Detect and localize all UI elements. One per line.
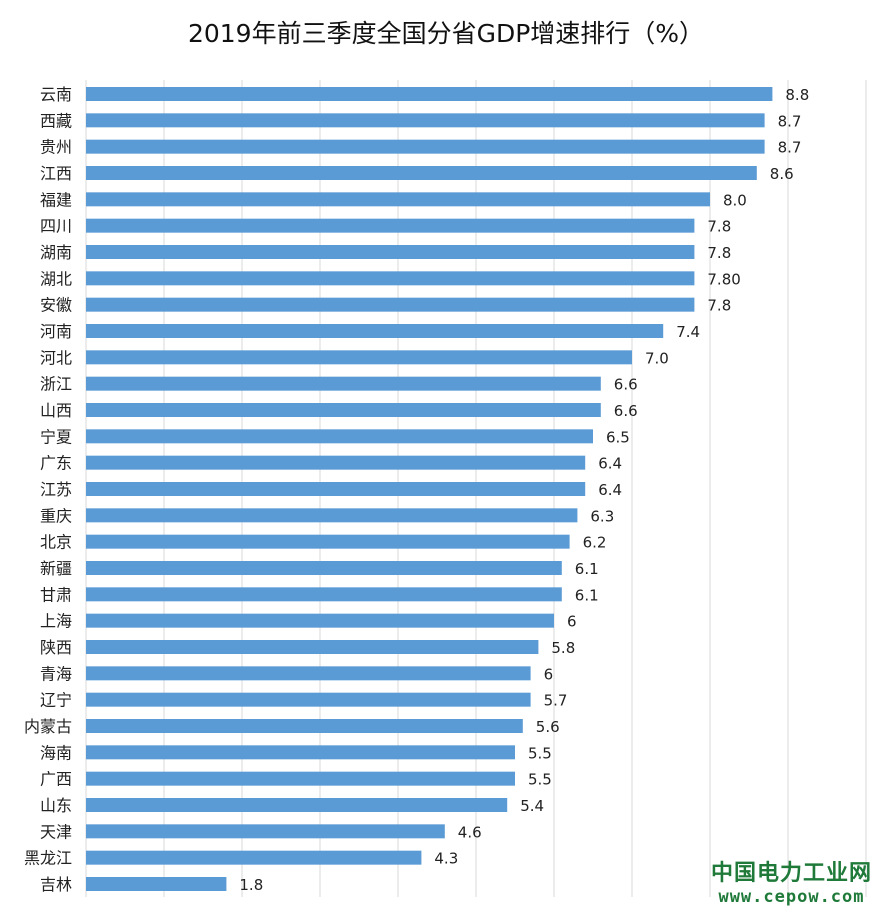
category-label: 湖南 <box>40 243 72 262</box>
bar <box>86 350 632 365</box>
data-label: 7.8 <box>707 218 731 236</box>
category-label: 云南 <box>40 85 72 104</box>
bar <box>86 850 422 865</box>
data-label: 6.6 <box>614 376 638 394</box>
data-label: 5.5 <box>528 771 552 789</box>
category-label: 湖北 <box>40 269 72 288</box>
category-label: 安徽 <box>40 296 72 315</box>
data-label: 8.7 <box>778 112 802 130</box>
category-label: 河南 <box>40 322 72 341</box>
bar <box>86 429 593 444</box>
data-label: 8.7 <box>778 139 802 157</box>
category-label: 北京 <box>40 533 72 552</box>
bar <box>86 719 523 733</box>
category-label: 西藏 <box>40 111 72 130</box>
data-label: 5.8 <box>551 639 575 657</box>
bar <box>86 666 531 681</box>
data-label: 5.6 <box>536 718 560 736</box>
data-label: 4.6 <box>458 823 482 841</box>
data-label: 7.8 <box>707 244 731 262</box>
data-label: 6.4 <box>598 481 622 499</box>
bar <box>86 771 515 786</box>
data-label: 6.6 <box>614 402 638 420</box>
bar <box>86 455 586 470</box>
bar <box>86 376 601 391</box>
category-label: 广东 <box>40 454 72 473</box>
category-label: 江苏 <box>40 480 72 499</box>
data-label: 8.0 <box>723 191 747 209</box>
bar <box>86 297 695 312</box>
watermark: 中国电力工业网 www.cepow.com <box>711 855 872 907</box>
bar <box>86 166 757 180</box>
data-label: 7.80 <box>707 270 740 288</box>
data-label: 8.8 <box>785 86 809 104</box>
category-label: 辽宁 <box>40 691 72 710</box>
data-label: 5.7 <box>544 692 568 710</box>
data-label: 6 <box>567 613 577 631</box>
bar <box>86 139 765 154</box>
data-label: 7.0 <box>645 349 669 367</box>
bar <box>86 745 515 760</box>
category-label: 四川 <box>40 217 72 236</box>
data-label: 8.6 <box>770 165 794 183</box>
data-label: 6.1 <box>575 560 599 578</box>
category-label: 海南 <box>40 743 72 762</box>
category-label: 陕西 <box>40 638 72 657</box>
data-label: 6.2 <box>583 534 607 552</box>
category-label: 甘肃 <box>40 585 72 604</box>
watermark-url: www.cepow.com <box>718 887 865 907</box>
data-label: 5.5 <box>528 744 552 762</box>
category-label: 福建 <box>40 190 72 209</box>
bar <box>86 824 445 839</box>
bar <box>86 534 570 549</box>
category-label: 山东 <box>40 796 72 815</box>
category-label: 黑龙江 <box>24 849 72 868</box>
category-label: 上海 <box>40 612 72 631</box>
bar <box>86 877 227 891</box>
category-label: 新疆 <box>40 559 72 578</box>
bar <box>86 508 578 523</box>
bar <box>86 482 586 496</box>
category-label: 贵州 <box>40 138 72 157</box>
chart-title: 2019年前三季度全国分省GDP增速排行（%） <box>187 19 705 48</box>
bar <box>86 798 508 812</box>
category-label: 江西 <box>40 164 72 183</box>
data-label: 6.5 <box>606 428 630 446</box>
data-label: 6.4 <box>598 455 622 473</box>
bar <box>86 613 554 628</box>
bar <box>86 245 695 259</box>
category-label: 青海 <box>40 664 72 683</box>
category-label: 宁夏 <box>40 427 72 446</box>
bar <box>86 403 601 417</box>
data-label: 6.3 <box>590 507 614 525</box>
data-label: 4.3 <box>434 850 458 868</box>
bar <box>86 271 695 286</box>
category-label: 内蒙古 <box>24 717 72 736</box>
data-label: 6.1 <box>575 586 599 604</box>
bar <box>86 324 664 338</box>
category-label: 吉林 <box>40 875 72 894</box>
bar <box>86 113 765 128</box>
bar <box>86 640 539 654</box>
bar <box>86 192 710 207</box>
watermark-site-name: 中国电力工业网 <box>710 861 872 886</box>
data-label: 7.4 <box>676 323 700 341</box>
bar <box>86 218 695 233</box>
data-label: 5.4 <box>520 797 544 815</box>
bar <box>86 587 562 602</box>
category-label: 广西 <box>40 770 72 789</box>
category-label: 山西 <box>40 401 72 420</box>
bar <box>86 692 531 707</box>
category-label: 浙江 <box>40 375 72 394</box>
bar <box>86 87 773 101</box>
category-label: 天津 <box>40 822 72 841</box>
category-label: 重庆 <box>40 506 72 525</box>
data-label: 7.8 <box>707 297 731 315</box>
category-label: 河北 <box>40 348 72 367</box>
data-label: 1.8 <box>239 876 263 894</box>
data-label: 6 <box>544 665 554 683</box>
bar <box>86 561 562 575</box>
